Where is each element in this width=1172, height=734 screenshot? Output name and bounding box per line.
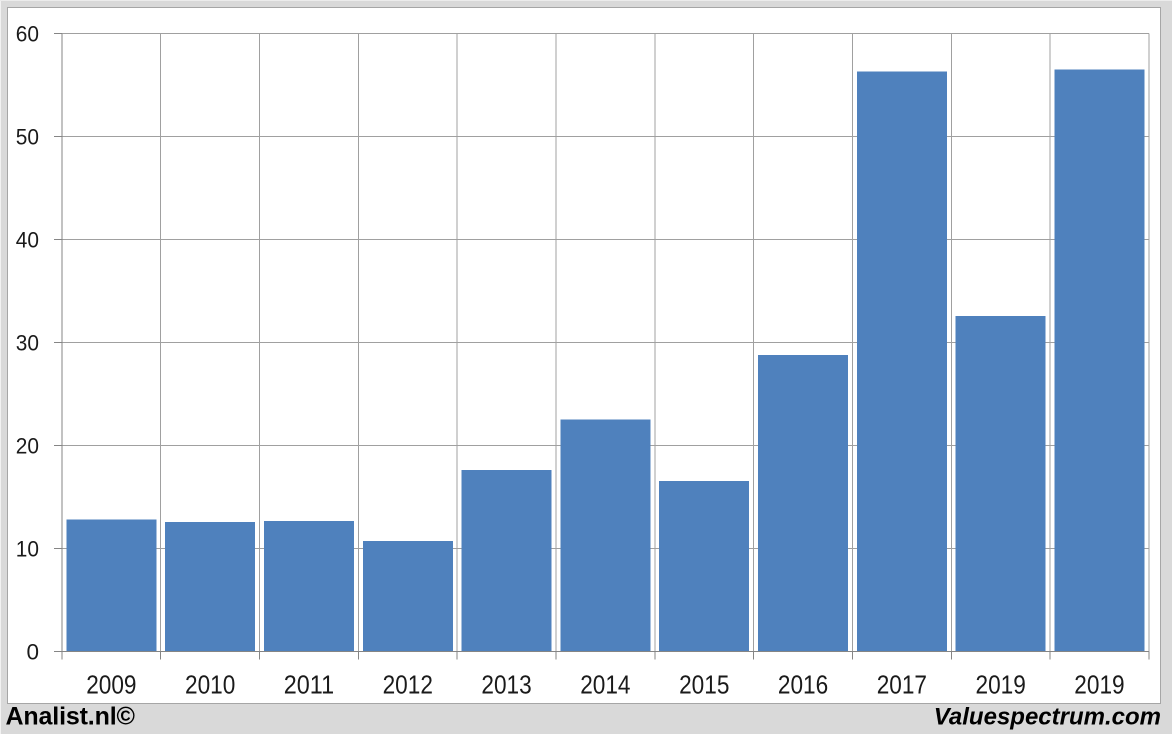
svg-text:2009: 2009 bbox=[86, 672, 136, 700]
svg-text:2015: 2015 bbox=[679, 672, 729, 700]
svg-text:30: 30 bbox=[16, 330, 39, 355]
svg-text:2019: 2019 bbox=[976, 672, 1026, 700]
svg-text:2012: 2012 bbox=[383, 672, 433, 700]
svg-text:2011: 2011 bbox=[284, 672, 334, 700]
svg-text:2014: 2014 bbox=[580, 672, 630, 700]
svg-text:2016: 2016 bbox=[778, 672, 828, 700]
svg-text:20: 20 bbox=[16, 434, 39, 459]
svg-text:40: 40 bbox=[16, 227, 39, 252]
svg-text:0: 0 bbox=[26, 640, 39, 665]
svg-text:2017: 2017 bbox=[877, 672, 927, 700]
svg-text:2013: 2013 bbox=[481, 672, 531, 700]
svg-text:2010: 2010 bbox=[185, 672, 235, 700]
svg-text:Valuespectrum.com: Valuespectrum.com bbox=[934, 704, 1161, 731]
svg-text:Analist.nl©: Analist.nl© bbox=[6, 703, 136, 731]
svg-text:10: 10 bbox=[16, 537, 39, 562]
svg-text:2019: 2019 bbox=[1074, 672, 1124, 700]
svg-text:60: 60 bbox=[16, 21, 39, 46]
svg-text:50: 50 bbox=[16, 124, 39, 149]
